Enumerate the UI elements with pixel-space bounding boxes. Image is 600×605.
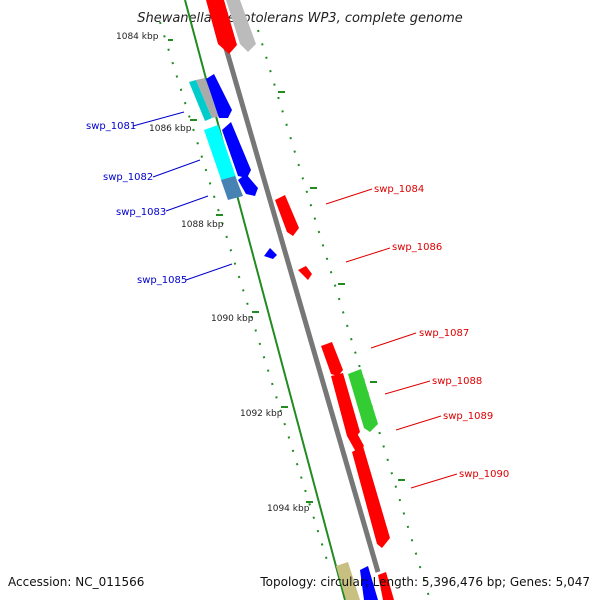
gene-swp-1085-blue (264, 248, 277, 259)
gene-swp-1084-red (275, 195, 299, 236)
gene-top-grey (226, 0, 256, 52)
genome-summary: Topology: circular; Length: 5,396,476 bp… (259, 575, 590, 589)
map-title: Shewanella piezotolerans WP3, complete g… (137, 11, 463, 26)
right-leader-lines (325, 188, 458, 489)
gene-label-swp-1081: swp_1081 (86, 121, 136, 132)
tick-label-1094: 1094 kbp (267, 504, 310, 514)
tick-label-1084: 1084 kbp (116, 32, 159, 42)
gene-label-swp-1082: swp_1082 (103, 172, 153, 183)
accession-label: Accession: NC_011566 (8, 575, 144, 589)
tick-label-1092: 1092 kbp (240, 409, 283, 419)
gene-swp-1089-green (348, 369, 378, 432)
gene-swp-1083-blue (238, 174, 258, 196)
gene-swp-1081-grey (196, 78, 220, 118)
tick-label-1086: 1086 kbp (149, 124, 192, 134)
left-leader-lines (132, 111, 233, 281)
dotted-track-outer (257, 29, 431, 601)
gene-swp-1088-red (331, 373, 360, 440)
gene-label-swp-1083: swp_1083 (116, 207, 166, 218)
gene-label-swp-1089: swp_1089 (443, 411, 493, 422)
gene-swp-1087-red (321, 342, 343, 376)
gene-label-swp-1085: swp_1085 (137, 275, 187, 286)
gene-swp-1090-red (352, 446, 390, 548)
genome-backbone (209, 0, 381, 573)
gene-swp-1081-blue (206, 74, 232, 118)
gene-bottom-red (378, 572, 394, 600)
tick-label-1090: 1090 kbp (211, 314, 254, 324)
gene-bottom-khaki (336, 562, 360, 600)
gene-bottom-blue (360, 566, 378, 600)
tick-label-1088: 1088 kbp (181, 220, 224, 230)
gene-label-swp-1090: swp_1090 (459, 469, 509, 480)
gene-label-swp-1087: swp_1087 (419, 328, 469, 339)
gene-label-swp-1088: swp_1088 (432, 376, 482, 387)
gene-label-swp-1084: swp_1084 (374, 184, 424, 195)
gene-swp-1083-steel (221, 176, 243, 200)
gene-swp-1089-red-small (347, 433, 364, 452)
tick-labels: 1084 kbp 1086 kbp 1088 kbp 1090 kbp 1092… (116, 32, 310, 514)
gene-top-red (206, 0, 237, 54)
tick-marks (168, 39, 405, 503)
dotted-track-inner-left (159, 21, 331, 571)
gene-swp-1086-red (298, 266, 312, 280)
gene-label-swp-1086: swp_1086 (392, 242, 442, 253)
gene-swp-1082-blue (222, 122, 251, 178)
gene-swp-1082-cyan (204, 125, 237, 185)
gene-swp-1081-cyan (189, 80, 212, 121)
